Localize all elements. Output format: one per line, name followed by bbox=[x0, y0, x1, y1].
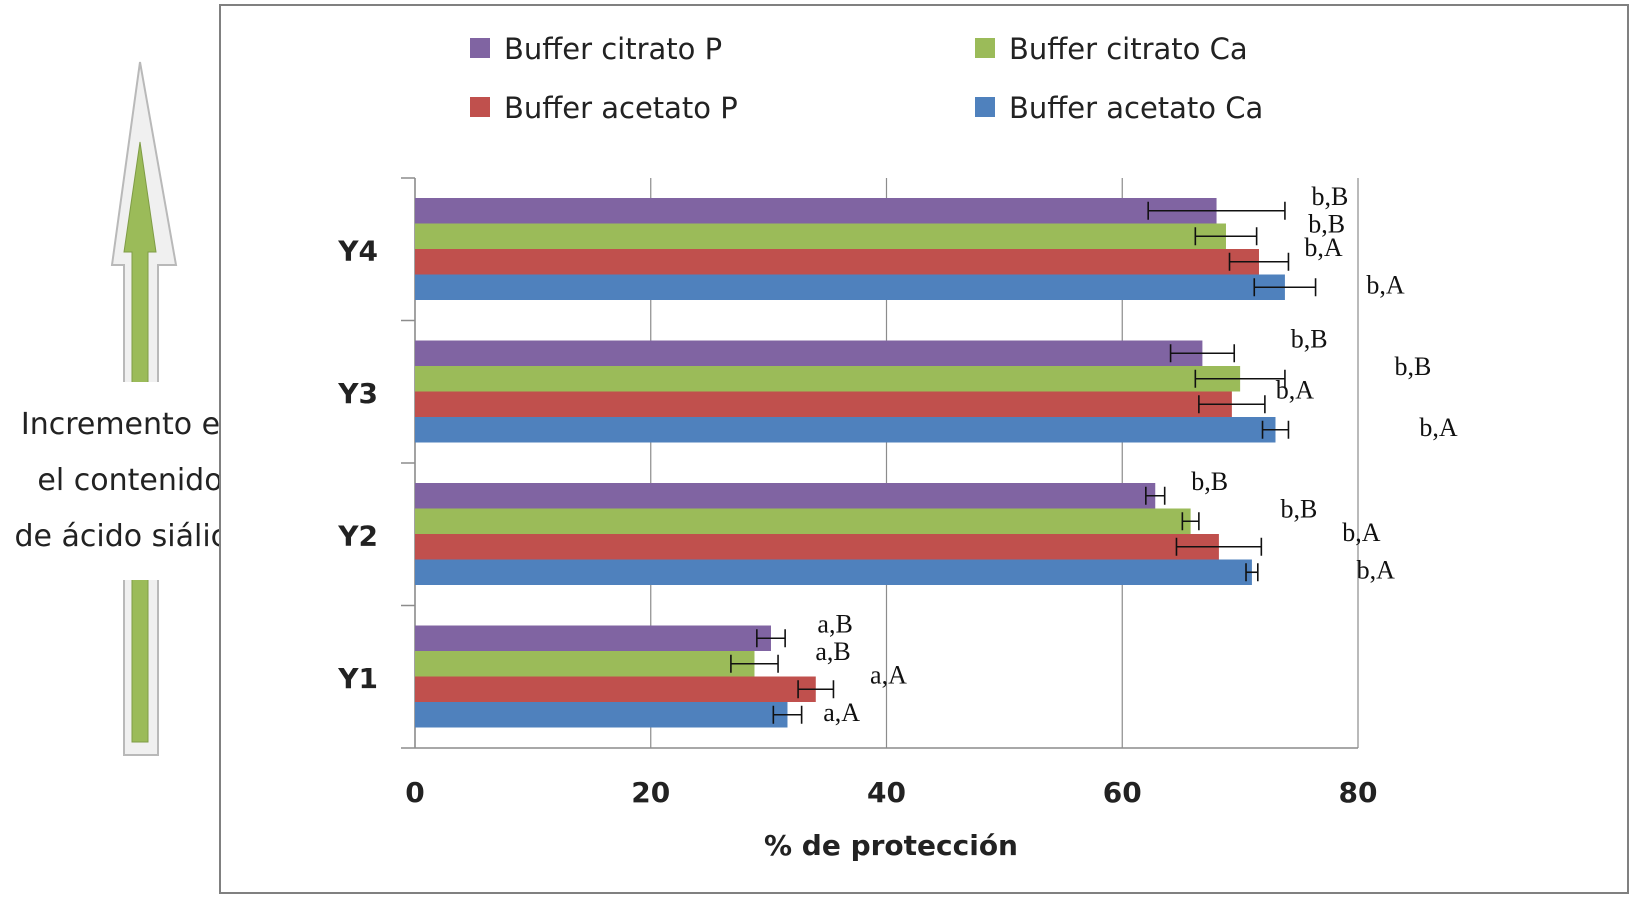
error-bars bbox=[730, 201, 1317, 724]
category-label: Y2 bbox=[337, 519, 378, 552]
legend-label: Buffer citrato Ca bbox=[1009, 32, 1248, 66]
significance-label: b,B bbox=[1394, 352, 1431, 381]
legend-swatch bbox=[975, 38, 995, 58]
side-note: Incremento en el contenido de ácido siál… bbox=[14, 407, 245, 554]
side-note-line: Incremento en bbox=[21, 407, 239, 442]
x-tick-label: 60 bbox=[1103, 776, 1142, 809]
significance-label: a,A bbox=[870, 660, 907, 689]
x-tick-label: 0 bbox=[405, 776, 424, 809]
significance-label: b,B bbox=[1308, 209, 1345, 238]
bar bbox=[415, 534, 1219, 560]
legend-label: Buffer acetato Ca bbox=[1009, 91, 1263, 125]
bar bbox=[415, 198, 1217, 224]
bar bbox=[415, 366, 1241, 392]
bar bbox=[415, 508, 1191, 534]
legend-label: Buffer acetato P bbox=[504, 91, 738, 125]
significance-labels: a,Ba,Ba,Aa,Ab,Bb,Bb,Ab,Ab,Bb,Bb,Ab,Ab,Bb… bbox=[815, 182, 1457, 727]
legend-label: Buffer citrato P bbox=[504, 32, 722, 66]
significance-label: b,B bbox=[1280, 494, 1317, 523]
significance-label: a,A bbox=[823, 698, 860, 727]
bar bbox=[415, 391, 1232, 417]
legend-swatch bbox=[975, 97, 995, 117]
bar bbox=[415, 702, 788, 728]
category-label: Y1 bbox=[337, 662, 378, 695]
bar bbox=[415, 651, 755, 677]
bar bbox=[415, 340, 1203, 366]
legend: Buffer citrato P Buffer citrato Ca Buffer … bbox=[470, 32, 1263, 125]
bar bbox=[415, 249, 1259, 275]
side-note-background bbox=[0, 382, 228, 580]
bar bbox=[415, 676, 816, 702]
bar bbox=[415, 274, 1285, 300]
significance-label: a,B bbox=[817, 609, 852, 638]
bar bbox=[415, 625, 771, 651]
significance-label: b,A bbox=[1342, 518, 1381, 547]
bar bbox=[415, 483, 1156, 509]
side-note-line: de ácido siálico bbox=[14, 519, 245, 554]
significance-label: b,A bbox=[1419, 413, 1458, 442]
legend-swatch bbox=[470, 97, 490, 117]
tick-labels: 0 20 40 60 80 Y1 Y2 Y3 Y4 bbox=[337, 234, 1377, 809]
significance-label: b,B bbox=[1311, 182, 1348, 211]
side-note-line: el contenido bbox=[37, 463, 222, 498]
bar bbox=[415, 417, 1276, 443]
x-tick-label: 40 bbox=[867, 776, 906, 809]
category-label: Y4 bbox=[337, 234, 378, 267]
significance-label: b,A bbox=[1366, 270, 1405, 299]
x-axis-label: % de protección bbox=[764, 829, 1018, 862]
significance-label: b,A bbox=[1304, 233, 1343, 262]
significance-label: b,A bbox=[1357, 555, 1396, 584]
x-tick-label: 20 bbox=[631, 776, 670, 809]
bars bbox=[415, 198, 1285, 728]
significance-label: b,B bbox=[1191, 467, 1228, 496]
legend-swatch bbox=[470, 38, 490, 58]
chart-frame bbox=[219, 4, 1629, 894]
significance-label: b,A bbox=[1276, 375, 1315, 404]
bar bbox=[415, 223, 1226, 249]
category-label: Y3 bbox=[337, 377, 378, 410]
bar bbox=[415, 559, 1252, 585]
significance-label: b,B bbox=[1291, 324, 1328, 353]
x-tick-label: 80 bbox=[1339, 776, 1378, 809]
significance-label: a,B bbox=[815, 637, 850, 666]
